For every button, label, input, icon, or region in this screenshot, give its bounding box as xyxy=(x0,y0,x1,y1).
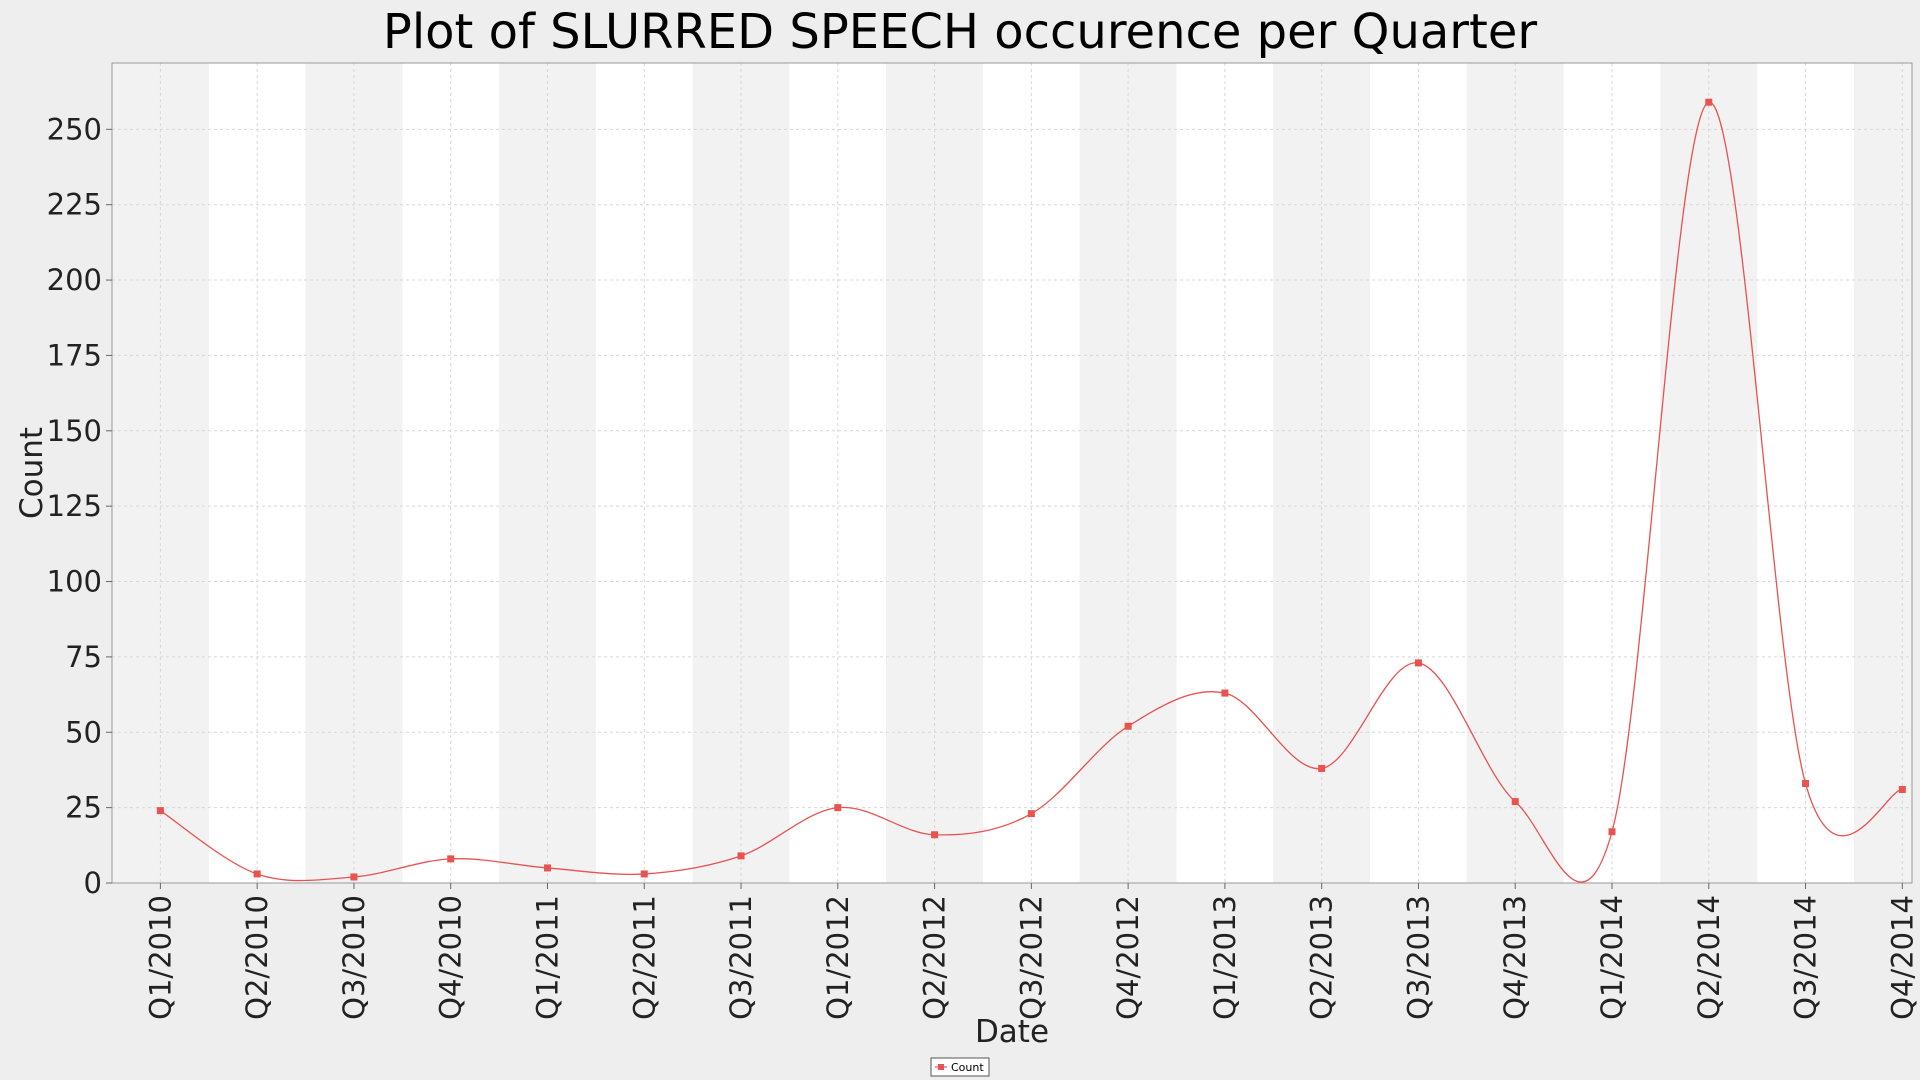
data-point xyxy=(156,807,164,815)
x-axis-ticks: Q1/2010 Q2/2010 Q3/2010 Q4/2010 Q1/2011 Q2/20… xyxy=(143,883,1919,1020)
plot-bands xyxy=(112,63,1912,883)
legend: Count xyxy=(930,1057,990,1077)
x-tick-label: Q2/2014 xyxy=(1692,895,1726,1020)
y-axis-ticks: 0 25 50 75 100 125 150 175 200 225 250 xyxy=(47,112,112,900)
y-tick-label: 175 xyxy=(47,338,102,372)
y-tick-label: 125 xyxy=(47,489,102,523)
y-tick-label: 100 xyxy=(47,565,102,599)
data-point xyxy=(1705,98,1713,106)
data-point xyxy=(1511,798,1519,806)
y-tick-label: 250 xyxy=(47,112,102,146)
x-tick-label: Q3/2011 xyxy=(724,895,758,1020)
data-point xyxy=(1124,722,1132,730)
x-tick-label: Q4/2013 xyxy=(1498,895,1532,1020)
x-tick-label: Q1/2012 xyxy=(821,895,855,1020)
x-tick-label: Q4/2014 xyxy=(1885,895,1919,1020)
data-point xyxy=(640,870,648,878)
data-point xyxy=(1802,780,1810,788)
x-tick-label: Q3/2012 xyxy=(1014,895,1048,1020)
x-tick-label: Q2/2012 xyxy=(918,895,952,1020)
y-tick-label: 225 xyxy=(47,188,102,222)
data-point xyxy=(834,804,842,812)
data-point xyxy=(447,855,455,863)
y-tick-label: 50 xyxy=(65,715,102,749)
x-tick-label: Q3/2013 xyxy=(1401,895,1435,1020)
x-tick-label: Q4/2010 xyxy=(434,895,468,1020)
data-point xyxy=(1027,810,1035,818)
x-tick-label: Q2/2010 xyxy=(240,895,274,1020)
chart-title: Plot of SLURRED SPEECH occurence per Qua… xyxy=(383,4,1537,60)
x-tick-label: Q3/2010 xyxy=(337,895,371,1020)
y-tick-label: 150 xyxy=(47,414,102,448)
legend-marker xyxy=(938,1064,944,1070)
x-tick-label: Q1/2014 xyxy=(1595,895,1629,1020)
x-tick-label: Q1/2010 xyxy=(143,895,177,1020)
data-point xyxy=(1414,659,1422,667)
data-point xyxy=(253,870,261,878)
x-tick-label: Q2/2013 xyxy=(1305,895,1339,1020)
y-tick-label: 200 xyxy=(47,263,102,297)
x-tick-label: Q2/2011 xyxy=(627,895,661,1020)
legend-box xyxy=(930,1057,990,1077)
x-tick-label: Q1/2011 xyxy=(530,895,564,1020)
y-tick-label: 25 xyxy=(65,791,102,825)
gridlines xyxy=(112,63,1912,884)
data-point xyxy=(1898,786,1906,794)
data-point xyxy=(350,873,358,881)
data-point xyxy=(931,831,939,839)
plot-band xyxy=(1853,63,1912,883)
x-tick-label: Q4/2012 xyxy=(1111,895,1145,1020)
series-layer xyxy=(156,98,1906,883)
data-point xyxy=(737,852,745,860)
y-tick-label: 75 xyxy=(65,640,102,674)
y-axis-label: Count xyxy=(14,427,50,519)
data-point xyxy=(543,864,551,872)
data-point xyxy=(1221,689,1229,697)
data-point xyxy=(1608,828,1616,836)
plot-area-frame xyxy=(111,62,1913,884)
y-tick-label: 0 xyxy=(84,866,102,900)
x-axis-label: Date xyxy=(975,1014,1049,1050)
x-tick-label: Q1/2013 xyxy=(1208,895,1242,1020)
legend-entry-count: Count xyxy=(951,1061,984,1074)
x-tick-label: Q3/2014 xyxy=(1789,895,1823,1020)
data-point xyxy=(1318,764,1326,772)
